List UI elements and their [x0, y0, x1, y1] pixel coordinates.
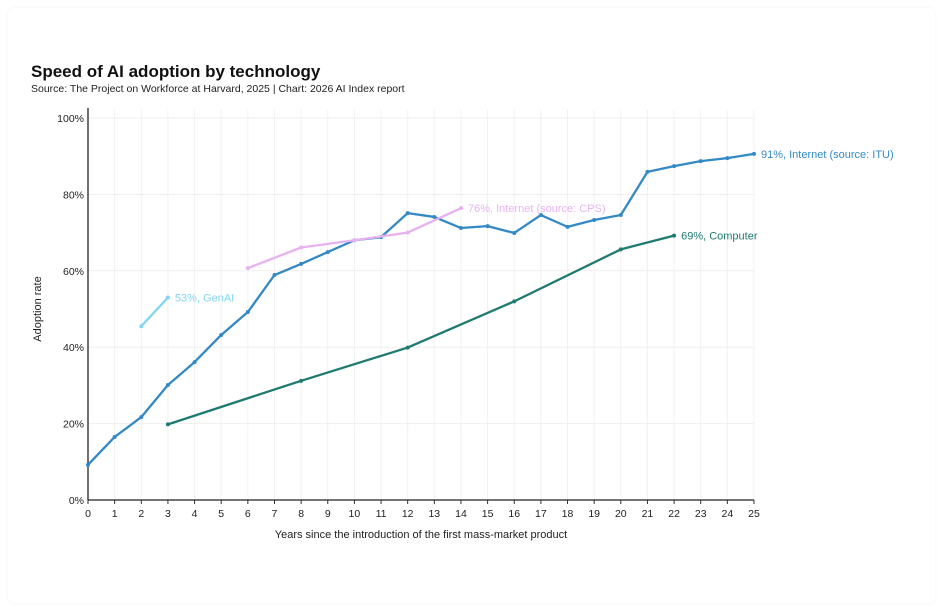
data-point-computer	[672, 233, 677, 238]
data-point-internet-source-itu	[432, 214, 437, 219]
chart-subtitle: Source: The Project on Workforce at Harv…	[31, 83, 405, 95]
data-point-internet-source-itu	[752, 151, 756, 156]
data-point-computer	[512, 299, 517, 304]
data-point-internet-source-itu	[112, 434, 117, 439]
data-point-internet-source-itu	[458, 226, 463, 231]
x-tick-label: 15	[482, 508, 494, 520]
x-tick-label: 22	[668, 508, 680, 520]
data-point-internet-source-itu	[512, 230, 517, 235]
data-point-computer	[618, 247, 623, 252]
data-point-internet-source-itu	[725, 156, 730, 161]
data-point-internet-source-cps	[299, 245, 304, 250]
y-tick-label: 20%	[63, 419, 84, 431]
data-point-computer	[405, 345, 410, 350]
x-tick-label: 6	[245, 508, 251, 520]
chart-card	[8, 8, 935, 603]
data-point-internet-source-itu	[592, 217, 597, 222]
series-line-internet-source-itu	[87, 152, 755, 466]
data-point-internet-source-itu	[672, 164, 677, 169]
series-label-internet-source-cps: 76%, Internet (source: CPS)	[468, 203, 606, 215]
data-point-internet-source-itu	[219, 332, 224, 337]
x-tick-label: 23	[695, 508, 707, 520]
x-tick-label: 20	[615, 508, 627, 520]
x-tick-label: 19	[588, 508, 600, 520]
data-point-genai	[165, 295, 170, 300]
data-point-internet-source-itu	[165, 383, 170, 388]
x-tick-label: 24	[722, 508, 734, 520]
x-tick-label: 11	[376, 508, 387, 520]
y-tick-label: 100%	[57, 113, 84, 125]
data-point-internet-source-itu	[698, 159, 703, 164]
x-tick-label: 21	[642, 508, 654, 520]
data-point-internet-source-itu	[538, 213, 543, 218]
x-tick-label: 5	[218, 508, 224, 520]
data-point-internet-source-itu	[272, 273, 277, 278]
chart-title: Speed of AI adoption by technology	[31, 62, 321, 81]
data-point-internet-source-itu	[299, 261, 304, 266]
data-point-internet-source-cps	[458, 206, 463, 211]
x-tick-label: 18	[562, 508, 574, 520]
y-tick-label: 0%	[69, 495, 84, 507]
data-point-internet-source-cps	[352, 238, 357, 243]
data-point-internet-source-itu	[485, 224, 490, 229]
x-tick-label: 3	[165, 508, 171, 520]
data-point-internet-source-itu	[405, 211, 410, 216]
x-tick-label: 25	[748, 508, 760, 520]
x-tick-label: 1	[112, 508, 118, 520]
series-label-internet-source-itu: 91%, Internet (source: ITU)	[761, 149, 894, 161]
x-tick-label: 14	[455, 508, 467, 520]
data-point-internet-source-itu	[139, 415, 144, 420]
data-point-internet-source-cps	[405, 230, 410, 235]
x-tick-label: 7	[272, 508, 278, 520]
x-tick-label: 2	[138, 508, 144, 520]
x-tick-label: 17	[535, 508, 547, 520]
data-point-internet-source-itu	[245, 310, 250, 315]
x-tick-label: 8	[298, 508, 304, 520]
series-line-computer	[167, 234, 675, 426]
y-tick-label: 60%	[63, 266, 84, 278]
y-tick-label: 80%	[63, 189, 84, 201]
data-point-internet-source-cps	[245, 266, 250, 271]
data-point-internet-source-itu	[86, 462, 90, 467]
x-tick-label: 12	[402, 508, 414, 520]
data-point-internet-source-itu	[645, 169, 650, 174]
series-label-genai: 53%, GenAI	[175, 293, 234, 305]
x-tick-label: 4	[192, 508, 198, 520]
series-label-computer: 69%, Computer	[681, 231, 758, 243]
data-point-internet-source-itu	[325, 250, 330, 255]
x-tick-label: 0	[85, 508, 91, 520]
x-tick-label: 16	[508, 508, 520, 520]
x-tick-label: 10	[349, 508, 361, 520]
data-point-internet-source-itu	[618, 213, 623, 218]
x-tick-label: 9	[325, 508, 331, 520]
data-point-computer	[299, 378, 304, 383]
y-tick-label: 40%	[63, 342, 84, 354]
x-tick-label: 13	[428, 508, 440, 520]
x-axis-label: Years since the introduction of the firs…	[275, 529, 567, 541]
data-point-internet-source-itu	[192, 360, 197, 365]
data-point-genai	[139, 324, 144, 329]
data-point-computer	[165, 422, 170, 427]
data-point-internet-source-itu	[565, 224, 570, 229]
y-axis-label: Adoption rate	[32, 276, 44, 341]
series-line-genai	[140, 296, 169, 327]
